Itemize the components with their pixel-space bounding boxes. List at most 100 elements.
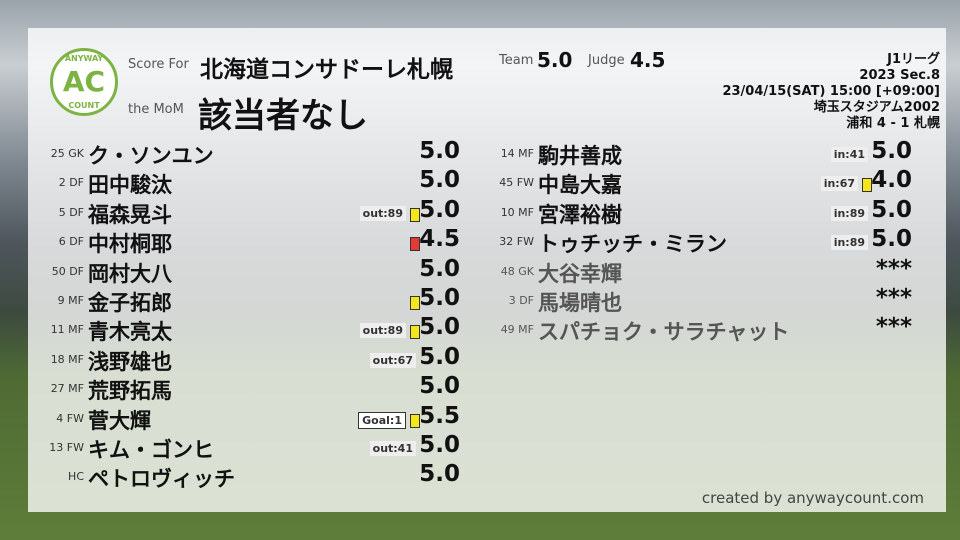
player-position: 6 DF (58, 235, 84, 249)
judge-label: Judge (588, 53, 625, 68)
logo-text-bottom: COUNT (68, 101, 100, 110)
player-position: 25 GK (50, 147, 84, 160)
player-position: 5 DF (58, 205, 84, 219)
player-name: 馬場晴也 (538, 291, 622, 315)
player-name: スパチョク・サラチャット (538, 320, 790, 345)
player-row: 2 DF 田中駿汰 5.0 (28, 167, 460, 198)
player-score: 5.0 (419, 196, 460, 223)
yellow-card-icon (862, 178, 872, 193)
player-position: 14 MF (500, 147, 534, 160)
player-score: *** (875, 314, 912, 341)
player-score: 5.0 (419, 255, 460, 282)
match-result: 浦和 4 - 1 札幌 (846, 116, 940, 131)
match-datetime: 23/04/15(SAT) 15:00 [+09:00] (722, 84, 940, 99)
player-name: 駒井善成 (538, 144, 622, 168)
player-event-badge: in:89 (830, 205, 868, 221)
judge-score: 4.5 (630, 48, 666, 72)
player-row: 48 GK 大谷幸輝 *** (478, 255, 912, 286)
player-name: 岡村大八 (88, 261, 172, 286)
player-event-badge: out:89 (359, 323, 406, 339)
logo-text: AC (62, 65, 106, 98)
player-position: 3 DF (508, 294, 534, 307)
player-name: 中村桐耶 (88, 232, 172, 257)
player-row: 11 MF 青木亮太 5.0 out:89 (28, 314, 460, 345)
player-name: 金子拓郎 (88, 291, 172, 315)
player-name: ペトロヴィッチ (88, 467, 235, 492)
player-name: ク・ソンユン (88, 144, 214, 168)
player-row: HC ペトロヴィッチ 5.0 (28, 461, 460, 492)
player-name: 中島大嘉 (538, 173, 622, 198)
player-score: 5.0 (419, 343, 460, 370)
player-position: 9 MF (57, 294, 84, 307)
player-row: 18 MF 浅野雄也 5.0 out:67 (28, 343, 460, 374)
player-position: 49 MF (500, 323, 534, 337)
score-for-label: Score For (128, 57, 189, 72)
player-score: 5.0 (419, 167, 460, 194)
team-score: 5.0 (537, 48, 573, 72)
player-position: 18 MF (50, 352, 84, 366)
team-label: Team (499, 53, 534, 68)
player-row: 50 DF 岡村大八 5.0 (28, 255, 460, 286)
player-event-badge: out:67 (369, 352, 416, 368)
player-row: 45 FW 中島大嘉 4.0 in:67 (478, 167, 912, 198)
player-event-badge: in:41 (830, 147, 868, 162)
mom-name: 該当者なし (198, 96, 368, 136)
yellow-card-icon (410, 207, 420, 222)
player-position: 48 GK (500, 264, 534, 278)
player-name: 大谷幸輝 (538, 261, 622, 286)
player-name: 田中駿汰 (88, 173, 172, 198)
player-event-badge: in:67 (820, 176, 858, 192)
player-position: 32 FW (499, 235, 534, 249)
player-row: 9 MF 金子拓郎 5.0 (28, 285, 460, 315)
yellow-card-icon (410, 296, 420, 310)
logo-text-top: ANYWAY (64, 54, 104, 63)
player-name: 宮澤裕樹 (538, 202, 622, 227)
player-event-badge: out:89 (359, 205, 406, 221)
yellow-card-icon (410, 325, 420, 340)
player-score: 5.0 (871, 196, 912, 223)
player-score: 5.0 (419, 138, 460, 164)
player-row: 3 DF 馬場晴也 *** (478, 285, 912, 315)
player-name: 荒野拓馬 (88, 379, 172, 404)
score-panel (28, 28, 946, 512)
player-row: 10 MF 宮澤裕樹 5.0 in:89 (478, 196, 912, 227)
player-position: 4 FW (56, 411, 84, 425)
red-card-icon (410, 237, 420, 252)
player-row: 6 DF 中村桐耶 4.5 (28, 226, 460, 257)
mom-label: the MoM (128, 102, 184, 117)
player-position: 11 MF (50, 323, 84, 337)
player-row: 49 MF スパチョク・サラチャット *** (478, 314, 912, 345)
player-name: キム・ゴンヒ (88, 438, 214, 462)
player-name: 福森晃斗 (88, 202, 172, 227)
player-score: 5.0 (419, 314, 460, 341)
team-name: 北海道コンサドーレ札幌 (200, 57, 453, 83)
player-row: 5 DF 福森晃斗 5.0 out:89 (28, 196, 460, 227)
player-row: 27 MF 荒野拓馬 5.0 (28, 373, 460, 404)
footer-credit: created by anywaycount.com (701, 489, 924, 507)
anywaycount-logo: ANYWAY AC COUNT (50, 48, 118, 116)
player-name: 青木亮太 (88, 320, 172, 345)
player-name: トゥチッチ・ミラン (538, 232, 727, 257)
player-position: HC (68, 470, 84, 484)
player-name: 浅野雄也 (88, 349, 172, 374)
player-score: 4.5 (419, 226, 460, 253)
player-row: 13 FW キム・ゴンヒ 5.0 out:41 (28, 432, 460, 462)
player-score: 4.0 (871, 167, 912, 194)
player-score: 5.0 (871, 226, 912, 253)
player-position: 2 DF (58, 176, 84, 190)
player-position: 10 MF (500, 205, 534, 219)
venue: 埼玉スタジアム2002 (813, 100, 940, 115)
player-score: 5.0 (419, 373, 460, 400)
player-event-badge: out:41 (369, 441, 416, 456)
player-row: 4 FW 菅大輝 5.5 Goal:1 (28, 402, 460, 433)
player-score: 5.0 (871, 138, 912, 164)
section: 2023 Sec.8 (859, 68, 940, 83)
player-score: *** (875, 255, 912, 282)
league: J1リーグ (887, 52, 940, 67)
match-info: J1リーグ 2023 Sec.8 23/04/15(SAT) 15:00 [+0… (640, 52, 940, 132)
player-row: 25 GK ク・ソンユン 5.0 (28, 138, 460, 168)
player-score: 5.0 (419, 285, 460, 311)
player-score: 5.0 (419, 461, 460, 488)
player-event-badge: Goal:1 (358, 411, 406, 429)
player-score: 5.5 (419, 402, 460, 429)
